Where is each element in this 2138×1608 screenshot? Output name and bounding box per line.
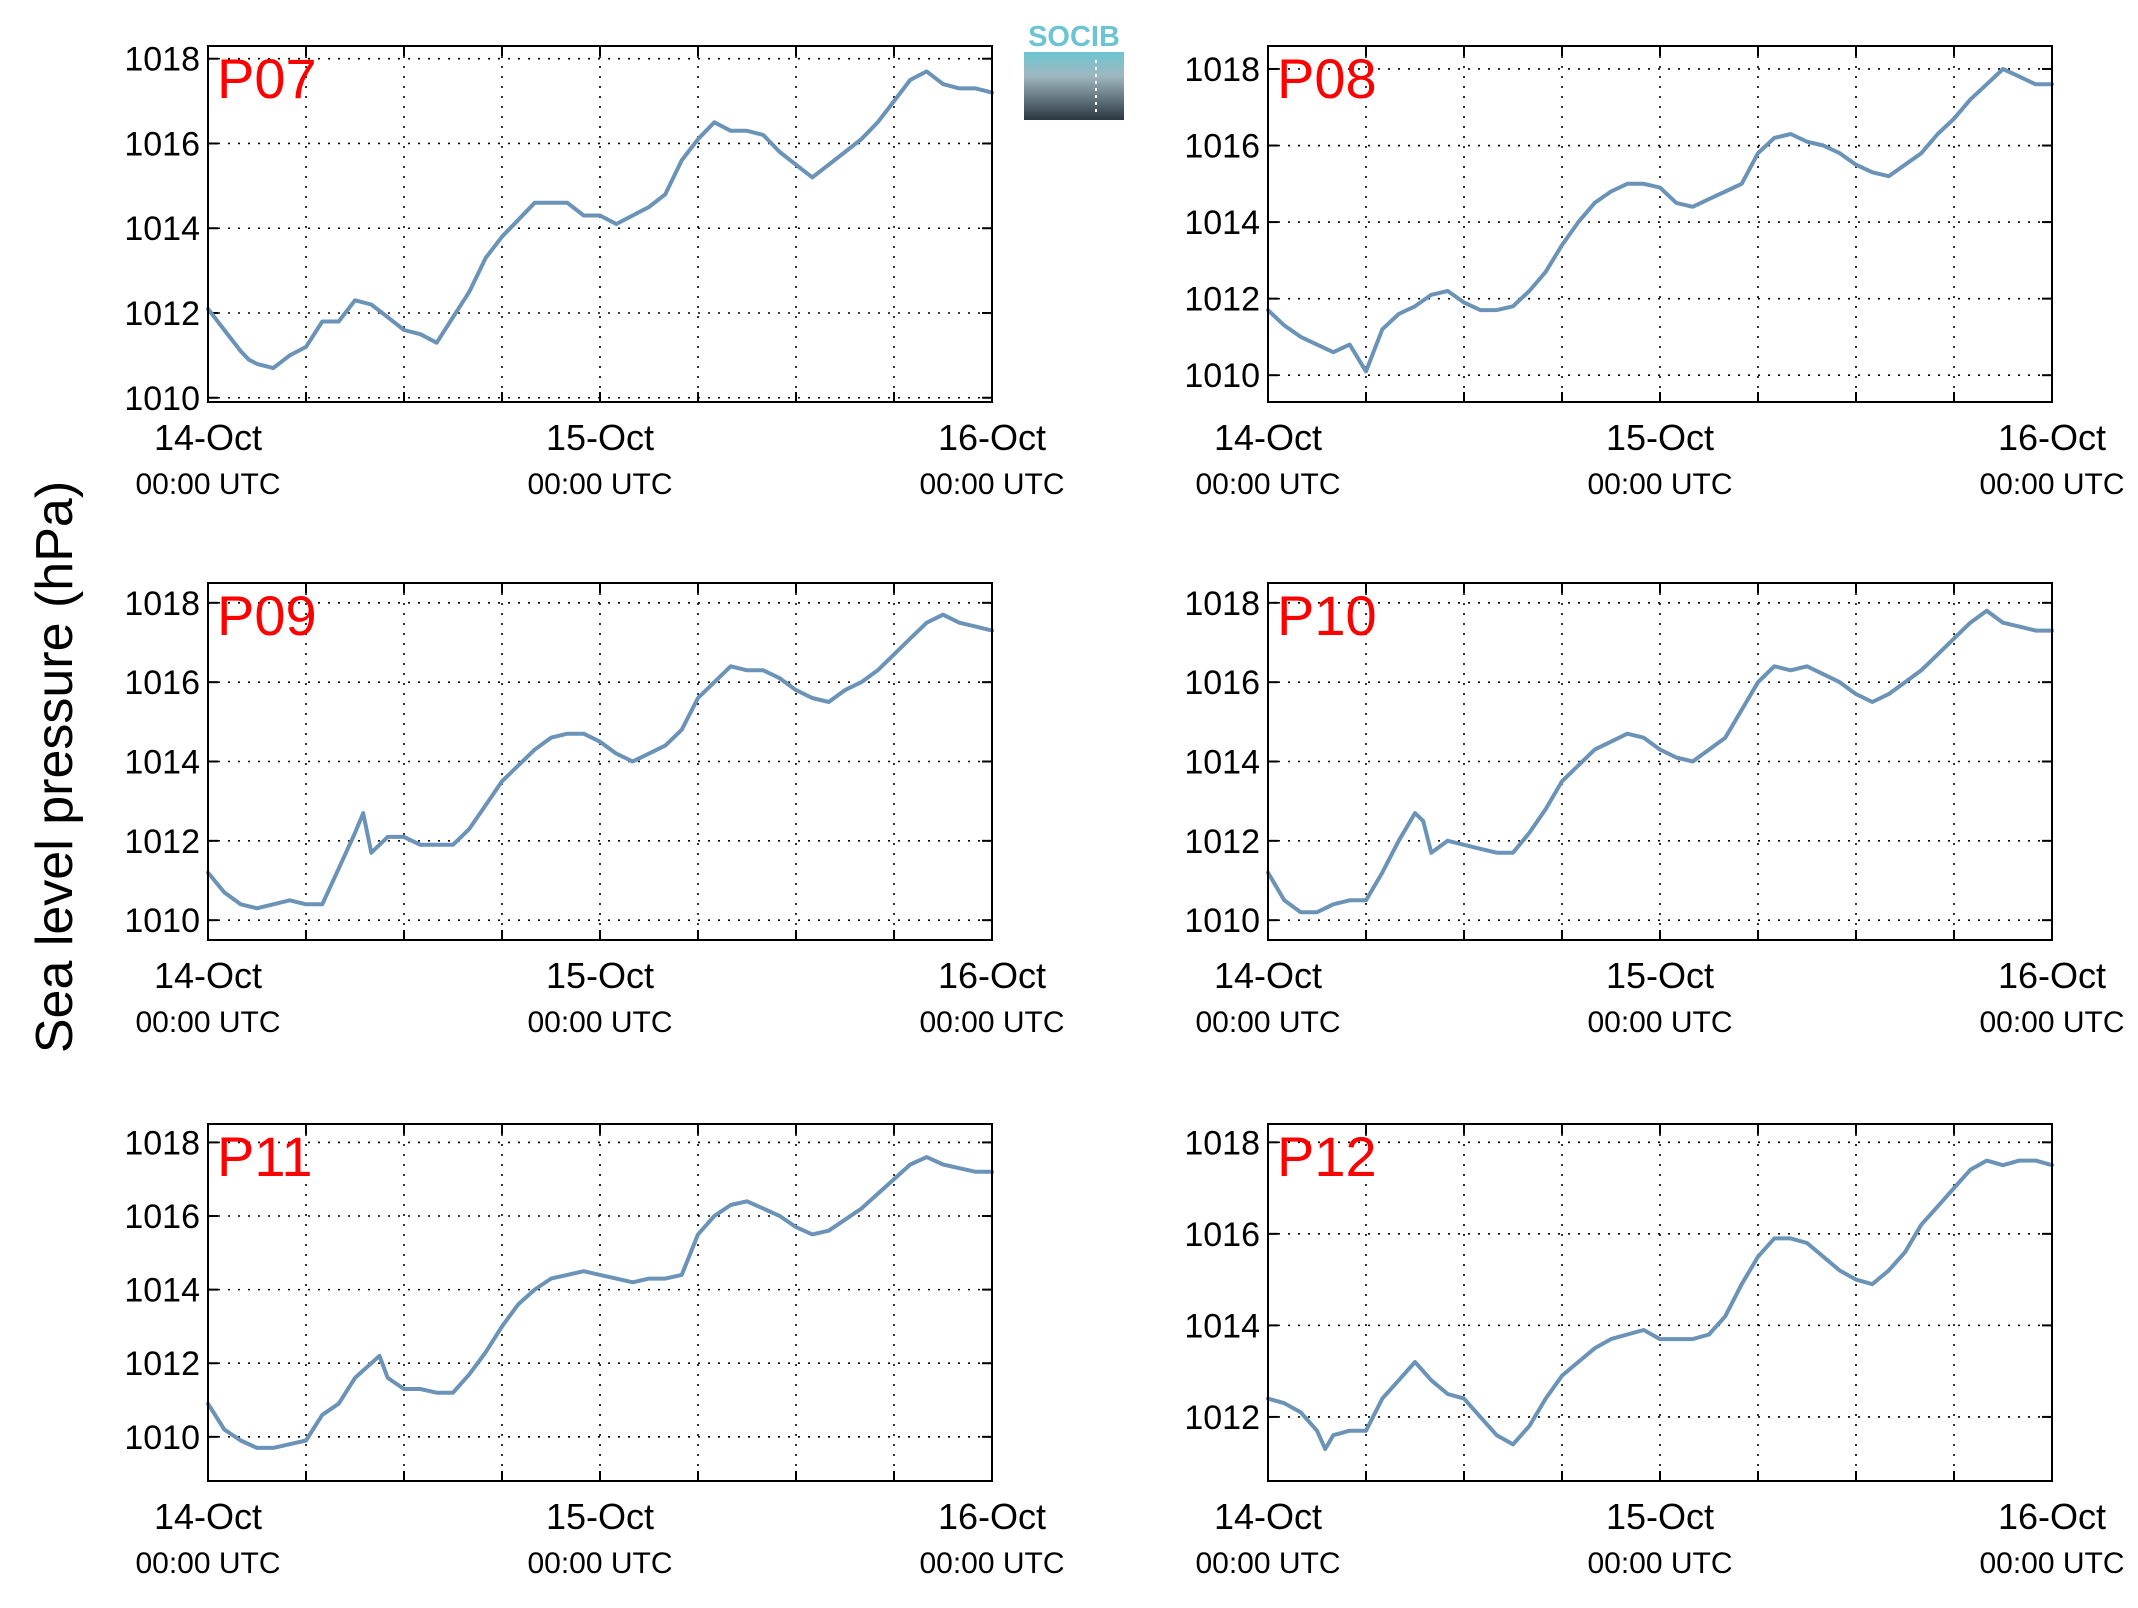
y-tick-label: 1016 <box>1184 1216 1260 1254</box>
pressure-series-line <box>1266 608 2054 915</box>
panel-label: P08 <box>1277 47 1377 110</box>
x-tick-label-time: 00:00 UTC <box>1195 1547 1340 1580</box>
socib-logo: SOCIB <box>1024 21 1124 120</box>
x-tick-label-time: 00:00 UTC <box>1979 1006 2124 1039</box>
x-tick-label-day: 15-Oct <box>546 955 654 996</box>
logo-text: SOCIB <box>1028 21 1120 53</box>
panel-label: P07 <box>217 47 317 110</box>
y-tick-label: 1010 <box>1184 902 1260 940</box>
pressure-series-line <box>1266 67 2054 374</box>
panel-p12: 1012 1014 1016 1018 14-Oct 00:00 UTC 15-Oct 00:… <box>1184 1123 2125 1580</box>
y-tick-label: 1014 <box>124 1272 200 1310</box>
x-tick-label-day: 15-Oct <box>1606 1496 1714 1537</box>
x-tick-label-day: 14-Oct <box>1214 955 1322 996</box>
axes-frame <box>207 582 993 941</box>
x-tick-label-time: 00:00 UTC <box>1195 468 1340 501</box>
y-tick-label: 1010 <box>1184 357 1260 395</box>
axes-frame <box>207 1123 993 1482</box>
x-tick-label-day: 14-Oct <box>154 955 262 996</box>
panel-label: P11 <box>217 1125 312 1188</box>
axes-frame <box>1267 1123 2053 1482</box>
y-axis-label: Sea level pressure (hPa) <box>26 481 84 1053</box>
y-tick-label: 1010 <box>124 380 200 418</box>
y-tick-label: 1014 <box>1184 744 1260 782</box>
y-tick-label: 1016 <box>1184 664 1260 702</box>
y-tick-label: 1014 <box>124 744 200 782</box>
x-tick-label-day: 14-Oct <box>154 417 262 458</box>
x-tick-label-day: 14-Oct <box>1214 1496 1322 1537</box>
x-tick-label-day: 16-Oct <box>938 955 1046 996</box>
y-tick-label: 1012 <box>1184 281 1260 319</box>
y-tick-label: 1016 <box>1184 128 1260 166</box>
y-tick-label: 1016 <box>124 1198 200 1236</box>
y-tick-label: 1016 <box>124 664 200 702</box>
x-tick-label-time: 00:00 UTC <box>135 468 280 501</box>
x-tick-label-day: 15-Oct <box>546 1496 654 1537</box>
panel-label: P09 <box>217 584 317 647</box>
x-tick-label-time: 00:00 UTC <box>1587 468 1732 501</box>
y-tick-label: 1018 <box>1184 585 1260 623</box>
panel-p10: 1010 1012 1014 1016 1018 14-Oct 00:00 UTC 15-Oc… <box>1184 582 2125 1039</box>
pressure-series-line <box>206 612 994 911</box>
y-tick-label: 1018 <box>1184 1124 1260 1162</box>
x-tick-label-time: 00:00 UTC <box>919 468 1064 501</box>
y-tick-label: 1012 <box>124 1345 200 1383</box>
x-tick-label-day: 16-Oct <box>1998 955 2106 996</box>
x-tick-label-day: 16-Oct <box>938 1496 1046 1537</box>
y-tick-label: 1014 <box>1184 204 1260 242</box>
y-tick-label: 1012 <box>1184 823 1260 861</box>
x-tick-label-time: 00:00 UTC <box>1979 1547 2124 1580</box>
x-tick-label-time: 00:00 UTC <box>919 1006 1064 1039</box>
panel-p07: 1010 1012 1014 1016 1018 14-Oct 00:00 UTC 15-Oc… <box>124 41 1064 501</box>
pressure-series-line <box>1266 1158 2054 1451</box>
y-tick-label: 1014 <box>124 210 200 248</box>
y-tick-label: 1018 <box>124 41 200 79</box>
y-tick-label: 1010 <box>124 1419 200 1457</box>
x-tick-label-time: 00:00 UTC <box>1195 1006 1340 1039</box>
x-tick-label-day: 14-Oct <box>1214 417 1322 458</box>
x-tick-label-time: 00:00 UTC <box>1587 1547 1732 1580</box>
pressure-series-line <box>206 69 994 371</box>
x-tick-label-time: 00:00 UTC <box>919 1547 1064 1580</box>
y-tick-label: 1012 <box>1184 1399 1260 1437</box>
x-tick-label-time: 00:00 UTC <box>527 1006 672 1039</box>
x-tick-label-time: 00:00 UTC <box>527 468 672 501</box>
y-tick-label: 1018 <box>124 1124 200 1162</box>
y-tick-label: 1012 <box>124 823 200 861</box>
x-tick-label-day: 15-Oct <box>546 417 654 458</box>
panel-p08: 1010 1012 1014 1016 1018 14-Oct 00:00 UTC 15-Oc… <box>1184 45 2125 501</box>
x-tick-label-time: 00:00 UTC <box>527 1547 672 1580</box>
y-tick-label: 1018 <box>124 585 200 623</box>
panel-p09: 1010 1012 1014 1016 1018 14-Oct 00:00 UTC 15-Oc… <box>124 582 1065 1039</box>
panel-label: P10 <box>1277 584 1377 647</box>
logo-wave-block <box>1024 52 1124 120</box>
panel-p11: 1010 1012 1014 1016 1018 14-Oct 00:00 UTC 15-Oc… <box>124 1123 1065 1580</box>
x-tick-label-time: 00:00 UTC <box>135 1006 280 1039</box>
x-tick-label-day: 14-Oct <box>154 1496 262 1537</box>
axes-frame <box>1267 582 2053 941</box>
x-tick-label-day: 15-Oct <box>1606 417 1714 458</box>
y-tick-label: 1018 <box>1184 51 1260 89</box>
x-tick-label-day: 16-Oct <box>1998 1496 2106 1537</box>
x-tick-label-time: 00:00 UTC <box>1587 1006 1732 1039</box>
pressure-series-line <box>206 1155 994 1450</box>
y-tick-label: 1010 <box>124 902 200 940</box>
x-tick-label-day: 16-Oct <box>1998 417 2106 458</box>
x-tick-label-day: 16-Oct <box>938 417 1046 458</box>
y-tick-label: 1014 <box>1184 1307 1260 1345</box>
panel-label: P12 <box>1277 1125 1377 1188</box>
x-tick-label-time: 00:00 UTC <box>1979 468 2124 501</box>
x-tick-label-day: 15-Oct <box>1606 955 1714 996</box>
axes-frame <box>207 45 993 403</box>
y-tick-label: 1016 <box>124 125 200 163</box>
x-tick-label-time: 00:00 UTC <box>135 1547 280 1580</box>
axes-frame <box>1267 45 2053 403</box>
y-tick-label: 1012 <box>124 295 200 333</box>
